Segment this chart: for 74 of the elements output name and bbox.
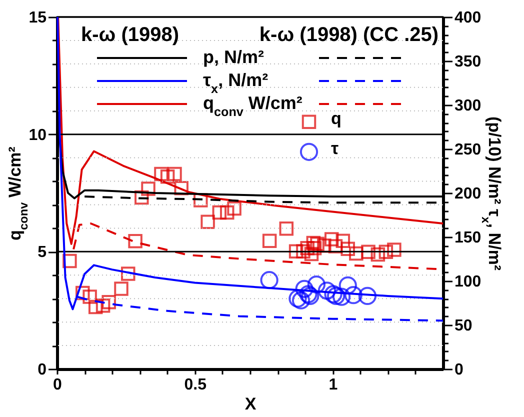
point [326, 286, 346, 306]
point [328, 239, 343, 254]
point [262, 234, 277, 248]
point [292, 291, 310, 310]
point [361, 244, 376, 260]
x-tick-label: 1 [328, 376, 338, 394]
point [62, 254, 77, 268]
point [295, 280, 314, 298]
point [96, 298, 110, 313]
point [307, 241, 322, 256]
annotation: k-ω (1998) [80, 24, 180, 46]
y2-tick-label: 200 [454, 186, 482, 202]
point [76, 286, 90, 300]
x-tick-label: 0.5 [184, 376, 207, 394]
point [260, 271, 278, 290]
point [160, 169, 175, 184]
point [288, 290, 307, 308]
legend-label: τ [331, 138, 339, 158]
point [307, 275, 326, 294]
y2-tick-label: 150 [454, 230, 482, 246]
point [306, 236, 321, 250]
point [227, 201, 242, 216]
point [220, 205, 234, 220]
point [134, 190, 149, 205]
point [174, 180, 188, 196]
y2-tick-label: 100 [454, 274, 482, 290]
point [324, 232, 339, 246]
y2-tick-label: 250 [454, 142, 482, 158]
point [318, 282, 336, 300]
point [340, 242, 355, 256]
y2-tick-label: 350 [454, 54, 482, 70]
point [114, 282, 128, 296]
point [387, 242, 402, 257]
y-tick-label: 0 [38, 362, 47, 378]
point [121, 266, 136, 281]
legend-label: p, N/m² [203, 47, 264, 67]
legend-label: q$_{conv}$ W/cm² [203, 93, 302, 119]
point [212, 205, 227, 220]
point [88, 300, 103, 314]
y-tick-label: 5 [38, 244, 47, 262]
point [288, 244, 304, 259]
point [154, 166, 168, 182]
point [310, 236, 324, 252]
point [82, 290, 97, 304]
point [200, 214, 215, 229]
point [279, 222, 294, 236]
point [128, 234, 142, 248]
point [324, 285, 342, 304]
point [378, 244, 394, 260]
point [358, 286, 377, 306]
point [370, 247, 386, 262]
point [304, 246, 319, 262]
y-tick-label: 10 [28, 126, 47, 144]
annotation: k-ω (1998) (CC .25) [259, 24, 439, 46]
point [349, 246, 364, 261]
y-tick-label: 15 [28, 10, 47, 26]
y2-tick-label: 0 [454, 362, 464, 378]
point [336, 234, 350, 248]
point [168, 166, 182, 182]
y2-tick-label: 400 [454, 10, 482, 26]
y2-tick-label: 300 [454, 98, 482, 114]
x-tick-label: 0 [53, 376, 62, 394]
point [300, 241, 314, 256]
point [102, 294, 116, 310]
legend-label: τ$_{x}$, N/m² [203, 70, 268, 96]
point [141, 182, 156, 196]
point [338, 276, 357, 294]
point [344, 286, 362, 304]
point [332, 288, 351, 306]
legend-label: q [331, 108, 342, 128]
point [317, 238, 332, 253]
y2-tick-label: 50 [454, 318, 472, 334]
x-axis-title: X [244, 394, 257, 414]
point [296, 244, 310, 259]
